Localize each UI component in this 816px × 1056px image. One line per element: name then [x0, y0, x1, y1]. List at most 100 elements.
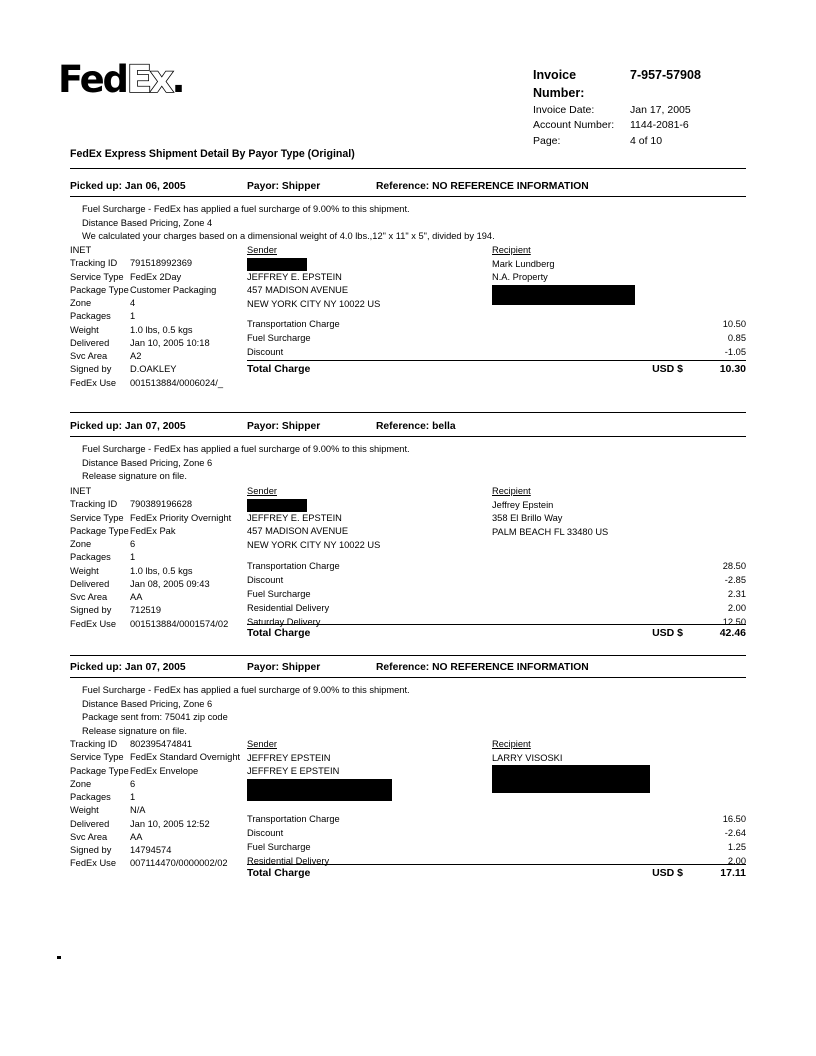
charge-row: Fuel Surcharge 2.31: [247, 588, 746, 602]
block-top-divider: [70, 168, 746, 169]
charge-label: Residential Delivery: [247, 855, 330, 866]
field-label: Svc Area: [70, 831, 108, 842]
field-value: 712519: [130, 605, 162, 616]
field-label: Tracking ID: [70, 499, 118, 510]
field-value: 791518992369: [130, 258, 193, 269]
charge-row: Saturday Delivery 12.50: [247, 616, 746, 630]
shipment-notes: Fuel Surcharge - FedEx has applied a fue…: [82, 443, 410, 484]
total-amount: 42.46: [719, 627, 746, 639]
note-line: Distance Based Pricing, Zone 6: [82, 457, 213, 468]
charge-label: Transportation Charge: [247, 814, 340, 824]
sender-block: Sender JEFFREY E. EPSTEIN 457 MADISON AVEN…: [247, 485, 380, 552]
note-line: Fuel Surcharge - FedEx has applied a fue…: [82, 685, 410, 695]
field-value: 007114470/0000002/02: [130, 858, 228, 869]
charge-label: Discount: [247, 827, 284, 838]
field-value: FedEx 2Day: [130, 271, 182, 282]
charge-lines: Transportation Charge 28.50 Discount -2.85 F…: [247, 560, 746, 629]
field-label: FedEx Use: [70, 377, 116, 388]
total-amount: 17.11: [720, 867, 746, 879]
invoice-number-label: Invoice Number:: [533, 68, 585, 100]
payor-type: Payor: Shipper: [247, 181, 321, 192]
field-label: Service Type: [70, 512, 124, 523]
note-line: Package sent from: 75041 zip code: [82, 712, 228, 723]
field-label: Weight: [70, 805, 99, 816]
field-value: 6: [130, 778, 136, 789]
total-currency: USD $: [652, 363, 683, 375]
invoice-meta: Invoice Number: 7-957-57908 Invoice Date…: [533, 66, 773, 149]
charge-amount: 0.85: [727, 332, 746, 343]
account-number-label: Account Number:: [533, 119, 615, 132]
charge-row: Residential Delivery 2.00: [247, 855, 746, 869]
account-number-row: Account Number: 1144-2081-6: [533, 118, 773, 133]
field-value: 1.0 lbs, 0.5 kgs: [130, 565, 193, 576]
page-artifact-mark: [57, 956, 61, 959]
total-amount: 10.30: [719, 363, 746, 375]
charge-label: Discount: [247, 574, 284, 585]
charge-label: Transportation Charge: [247, 319, 340, 329]
invoice-number-row: Invoice Number: 7-957-57908: [533, 66, 773, 102]
shipment-notes: Fuel Surcharge - FedEx has applied a fue…: [82, 684, 410, 738]
field-value: N/A: [130, 805, 146, 816]
sender-block: Sender JEFFREY E. EPSTEIN 457 MADISON AVEN…: [247, 244, 380, 311]
charge-amount: 2.00: [727, 855, 746, 866]
charge-amount: 1.25: [727, 841, 746, 852]
field-value: D.OAKLEY: [130, 364, 177, 375]
field-value: Jan 10, 2005 12:52: [130, 818, 210, 829]
recipient-redaction-bar: [492, 765, 650, 794]
charge-row: Discount -1.05: [247, 346, 746, 360]
sender-block: Sender JEFFREY EPSTEIN JEFFREY E EPSTEIN: [247, 738, 392, 801]
charge-row: Transportation Charge 10.50: [247, 318, 746, 332]
total-charge-row: Total Charge USD $ 17.11: [247, 867, 746, 883]
field-value: 4: [130, 298, 136, 308]
field-label: Zone: [70, 539, 92, 549]
field-label: Delivered: [70, 337, 110, 348]
picked-up-date: Picked up: Jan 07, 2005: [70, 421, 186, 432]
page-row: Page: 4 of 10: [533, 134, 773, 149]
recipient-line: Jeffrey Epstein: [492, 499, 554, 510]
sender-line: NEW YORK CITY NY 10022 US: [247, 298, 381, 309]
charge-row: Fuel Surcharge 0.85: [247, 332, 746, 346]
charge-label: Fuel Surcharge: [247, 588, 311, 599]
field-label: Signed by: [70, 845, 112, 855]
total-divider: [247, 864, 746, 865]
field-label: Tracking ID: [70, 258, 118, 269]
field-value: 1: [130, 552, 136, 563]
charge-amount: 2.00: [727, 602, 746, 613]
field-label: Signed by: [70, 605, 112, 616]
total-divider: [247, 360, 746, 361]
note-line: Fuel Surcharge - FedEx has applied a fue…: [82, 204, 410, 214]
charge-label: Discount: [247, 346, 284, 357]
recipient-line: PALM BEACH FL 33480 US: [492, 526, 609, 537]
block-header-divider: [70, 677, 746, 678]
field-label: Packages: [70, 311, 111, 322]
page-title: FedEx Express Shipment Detail By Payor T…: [70, 148, 355, 160]
charge-amount: -2.64: [724, 827, 746, 838]
block-top-divider: [70, 412, 746, 413]
field-label: Tracking ID: [70, 739, 118, 749]
field-value: 6: [130, 539, 136, 549]
charge-amount: 12.50: [722, 616, 746, 627]
account-number-value: 1144-2081-6: [630, 119, 689, 132]
charge-row: Residential Delivery 2.00: [247, 602, 746, 616]
sender-line: NEW YORK CITY NY 10022 US: [247, 539, 381, 550]
recipient-title: Recipient: [492, 486, 531, 496]
sender-title: Sender: [247, 486, 277, 496]
note-line: We calculated your charges based on a di…: [82, 231, 495, 242]
field-value: 1: [130, 311, 136, 322]
field-label: FedEx Use: [70, 618, 116, 629]
sender-redaction-bar: [247, 498, 307, 512]
recipient-block: Recipient Mark Lundberg N.A. Property: [492, 244, 635, 305]
block-header-divider: [70, 196, 746, 197]
charge-amount: 2.31: [727, 588, 746, 599]
total-charge-label: Total Charge: [247, 363, 311, 375]
charge-row: Transportation Charge 28.50: [247, 560, 746, 574]
recipient-title: Recipient: [492, 245, 531, 255]
network-value: INET: [70, 486, 92, 496]
charge-label: Fuel Surcharge: [247, 841, 311, 852]
field-label: Weight: [70, 324, 99, 335]
field-label: FedEx Use: [70, 858, 116, 869]
sender-redaction-bar: [247, 778, 392, 801]
field-label: Signed by: [70, 364, 112, 375]
charge-row: Fuel Surcharge 1.25: [247, 841, 746, 855]
